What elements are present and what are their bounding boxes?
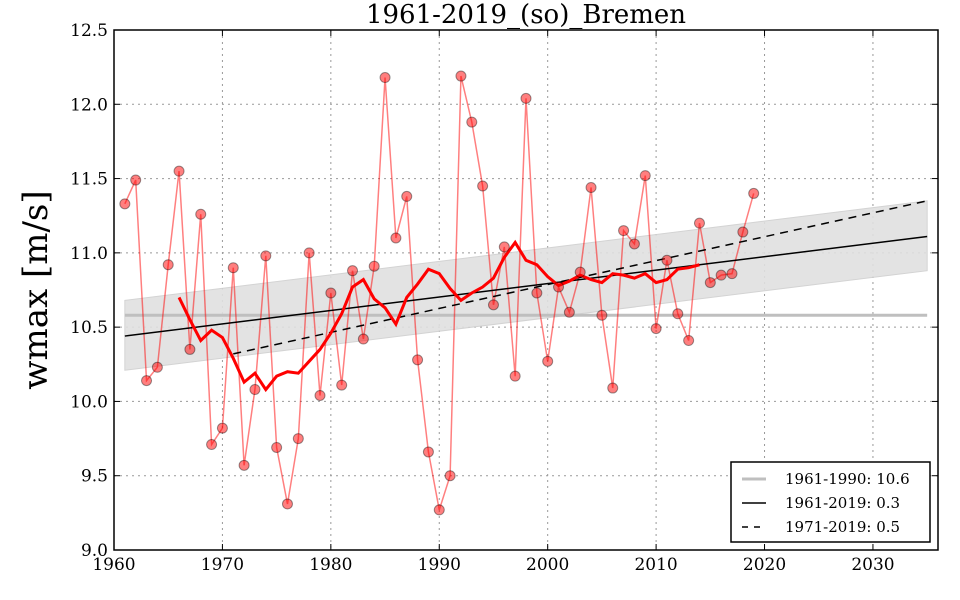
data-point [585, 181, 597, 193]
data-point [704, 277, 716, 289]
data-point [195, 208, 207, 220]
data-point [379, 72, 391, 84]
data-point [628, 238, 640, 250]
data-point [422, 446, 434, 458]
data-point [607, 382, 619, 394]
data-point [292, 433, 304, 445]
data-point [433, 504, 445, 516]
y-axis-label: wmax [m/s] [16, 190, 56, 389]
data-point [336, 379, 348, 391]
data-point [596, 309, 608, 321]
data-point [455, 70, 467, 82]
data-point [347, 265, 359, 277]
series-lines [124, 75, 928, 511]
y-tick-label: 9.5 [81, 467, 108, 487]
data-point [314, 389, 326, 401]
x-tick-label: 1980 [309, 555, 352, 575]
data-point [509, 370, 521, 382]
x-tick-label: 2020 [743, 555, 786, 575]
data-point [563, 306, 575, 318]
trend-line-1971-2019 [233, 200, 928, 355]
data-markers [119, 70, 760, 516]
plot-frame [113, 29, 939, 551]
data-point [661, 254, 673, 266]
data-point [748, 187, 760, 199]
data-point [693, 217, 705, 229]
data-point [444, 470, 456, 482]
running-mean-line [177, 239, 700, 393]
data-point [672, 308, 684, 320]
x-tick-label: 1970 [201, 555, 244, 575]
data-point [574, 266, 586, 278]
data-point [618, 225, 630, 237]
data-point [542, 355, 554, 367]
data-point [412, 354, 424, 366]
data-point [281, 498, 293, 510]
y-tick-label: 10.5 [70, 318, 108, 338]
chart-title: 1961-2019_(so)_Bremen [366, 0, 686, 30]
legend-label-solid: 1961-2019: 0.3 [785, 494, 900, 512]
data-point [206, 439, 218, 451]
data-point [151, 361, 163, 373]
data-point [737, 226, 749, 238]
data-point [238, 459, 250, 471]
data-point [466, 116, 478, 128]
data-point [715, 269, 727, 281]
x-tick-label: 1960 [92, 555, 135, 575]
data-point [325, 287, 337, 299]
axis-ticks: 1960 1970 1980 1990 2000 2010 2020 2030 9.0 9.5 10… [70, 21, 938, 575]
y-tick-label: 11.5 [70, 170, 108, 190]
data-point [249, 384, 261, 396]
data-point [639, 170, 651, 182]
x-tick-label: 2000 [526, 555, 569, 575]
data-point [162, 259, 174, 271]
data-point [390, 232, 402, 244]
data-point [487, 299, 499, 311]
data-point [726, 268, 738, 280]
data-point [683, 335, 695, 347]
data-point [271, 441, 283, 453]
y-tick-label: 12.0 [70, 95, 108, 115]
data-point [141, 375, 153, 387]
data-point [401, 190, 413, 202]
trend-line-1961-2019 [124, 235, 928, 337]
data-point [531, 287, 543, 299]
data-point [303, 247, 315, 259]
data-point [227, 262, 239, 274]
data-point [184, 343, 196, 355]
data-point [216, 422, 228, 434]
y-tick-label: 9.0 [81, 541, 108, 561]
legend-box [730, 461, 931, 543]
data-point [650, 323, 662, 335]
data-point [553, 281, 565, 293]
data-point [260, 250, 272, 262]
data-point [477, 180, 489, 192]
data-point [119, 198, 131, 210]
data-point [520, 92, 532, 104]
x-tick-label: 2010 [634, 555, 677, 575]
x-tick-label: 2030 [851, 555, 894, 575]
data-point [368, 260, 380, 272]
data-point [130, 174, 142, 186]
data-point [498, 241, 510, 253]
legend-label-dashed: 1971-2019: 0.5 [785, 518, 900, 536]
data-point [357, 333, 369, 345]
legend-label-reference: 1961-1990: 10.6 [785, 470, 910, 488]
legend: 1961-1990: 10.6 1961-2019: 0.3 1971-2019… [730, 461, 931, 543]
data-point [173, 165, 185, 177]
y-tick-label: 11.0 [70, 244, 108, 264]
y-tick-label: 10.0 [70, 392, 108, 412]
x-tick-label: 1990 [418, 555, 461, 575]
y-tick-label: 12.5 [70, 21, 108, 41]
